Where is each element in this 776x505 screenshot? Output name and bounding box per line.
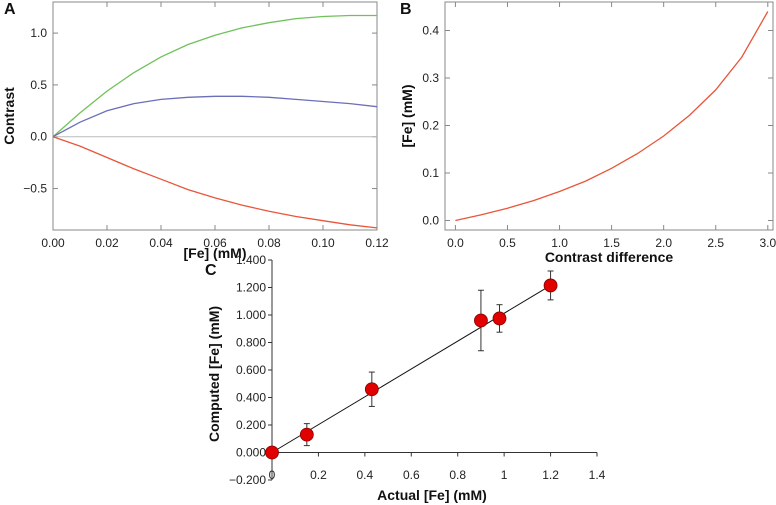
- data-point: [265, 445, 279, 460]
- x-tick-label: 1.4: [589, 468, 606, 482]
- data-point: [299, 427, 314, 442]
- x-tick-label: 0.10: [311, 236, 335, 250]
- panel-a-xlabel: [Fe] (mM): [184, 245, 247, 261]
- panel-c-points: [265, 270, 558, 460]
- data-point: [543, 278, 558, 293]
- panel-a-xticks: 0.00 0.02 0.04 0.06 0.08 0.10 0.12: [41, 2, 389, 250]
- panel-b-yticks: 0.0 0.1 0.2 0.3 0.4: [422, 24, 773, 228]
- x-tick-label: 1: [501, 468, 508, 482]
- x-tick-label: 0.06: [203, 236, 227, 250]
- panel-c-ylabel: Computed [Fe] (mM): [206, 306, 222, 442]
- y-tick-label: 0.3: [422, 71, 439, 85]
- x-tick-label: 0.2: [310, 468, 327, 482]
- series-line-green: [52, 14, 377, 138]
- x-tick-label: 0.6: [403, 468, 420, 482]
- panel-b-frame: [444, 1, 774, 231]
- y-tick-label: 0.4: [422, 24, 439, 38]
- y-tick-label: 0.5: [30, 78, 47, 92]
- panel-c-xticks: 0 0.2 0.4 0.6 0.8 1 1.2 1.4: [269, 452, 606, 482]
- y-tick-label: 0.200: [236, 418, 266, 432]
- y-tick-label: 0.2: [422, 119, 439, 133]
- x-tick-label: 2.5: [707, 236, 724, 250]
- data-point: [364, 382, 379, 397]
- series-line-red: [455, 11, 769, 222]
- panel-b: B 0.0 0.5 1.0 1.5 2.0 2.5 3.0 0.00.10.20.30.4 …: [399, 1, 776, 265]
- x-tick-label: 0.08: [257, 236, 281, 250]
- panel-c: C 0 0.2 0.4 0.6 0.8 1 1.2 1.4 1.400 1.200 1.000 0.…: [205, 253, 606, 503]
- y-tick-label: 1.000: [236, 308, 266, 322]
- x-tick-label: 1.2: [542, 468, 559, 482]
- x-tick-label: 1.5: [603, 236, 620, 250]
- y-tick-label: 0.000: [236, 446, 266, 460]
- x-tick-label: 0.02: [95, 236, 119, 250]
- x-tick-label: 3.0: [759, 236, 776, 250]
- panel-a-yticks: 1.0 0.5 0.0 −0.5: [23, 26, 377, 196]
- x-tick-label: 0.5: [499, 236, 516, 250]
- y-tick-label: 1.400: [236, 253, 266, 267]
- x-tick-label: 0.4: [357, 468, 374, 482]
- x-tick-label: 2.0: [655, 236, 672, 250]
- y-tick-label: −0.200: [229, 473, 266, 487]
- y-tick-label: 0.800: [236, 336, 266, 350]
- panel-c-xlabel: Actual [Fe] (mM): [377, 487, 487, 503]
- panel-a-frame: [52, 1, 378, 231]
- panel-a-series: [52, 14, 378, 229]
- fit-line: [271, 285, 551, 453]
- panel-a: A 0.00 0.02 0.04 0.06 0.08 0.10 0.12 1.00.50.0…: [1, 1, 389, 261]
- x-tick-label: 0.0: [447, 236, 464, 250]
- panel-c-axes: [271, 260, 597, 480]
- panel-b-series: [455, 11, 769, 222]
- panel-a-ylabel: Contrast: [1, 87, 17, 145]
- panel-c-fit: [271, 285, 551, 453]
- x-tick-label: 0: [269, 468, 276, 482]
- data-point: [492, 311, 507, 326]
- y-tick-label: 0.0: [30, 130, 47, 144]
- y-tick-label: 0.0: [422, 214, 439, 228]
- x-tick-label: 0.00: [41, 236, 65, 250]
- y-tick-label: 0.1: [422, 166, 439, 180]
- y-tick-label: −0.5: [23, 182, 47, 196]
- y-tick-label: 0.600: [236, 363, 266, 377]
- panel-b-ylabel: [Fe] (mM): [399, 85, 415, 148]
- series-line-red: [52, 136, 378, 229]
- y-tick-label: 1.200: [236, 281, 266, 295]
- panel-b-xlabel: Contrast difference: [545, 249, 674, 265]
- panel-a-label: A: [4, 1, 16, 18]
- y-tick-label: 1.0: [30, 26, 47, 40]
- panel-c-yticks: 1.400 1.200 1.000 0.800 0.600 0.400 0.200 0.000…: [229, 253, 272, 487]
- panel-b-xticks: 0.0 0.5 1.0 1.5 2.0 2.5 3.0: [447, 2, 776, 250]
- y-tick-label: 0.400: [236, 391, 266, 405]
- series-line-blue: [52, 95, 378, 138]
- data-point: [474, 313, 488, 328]
- x-tick-label: 1.0: [551, 236, 568, 250]
- x-tick-label: 0.8: [449, 468, 466, 482]
- x-tick-label: 0.12: [365, 236, 389, 250]
- x-tick-label: 0.04: [149, 236, 173, 250]
- panel-c-label: C: [205, 262, 217, 279]
- panel-b-label: B: [400, 1, 412, 18]
